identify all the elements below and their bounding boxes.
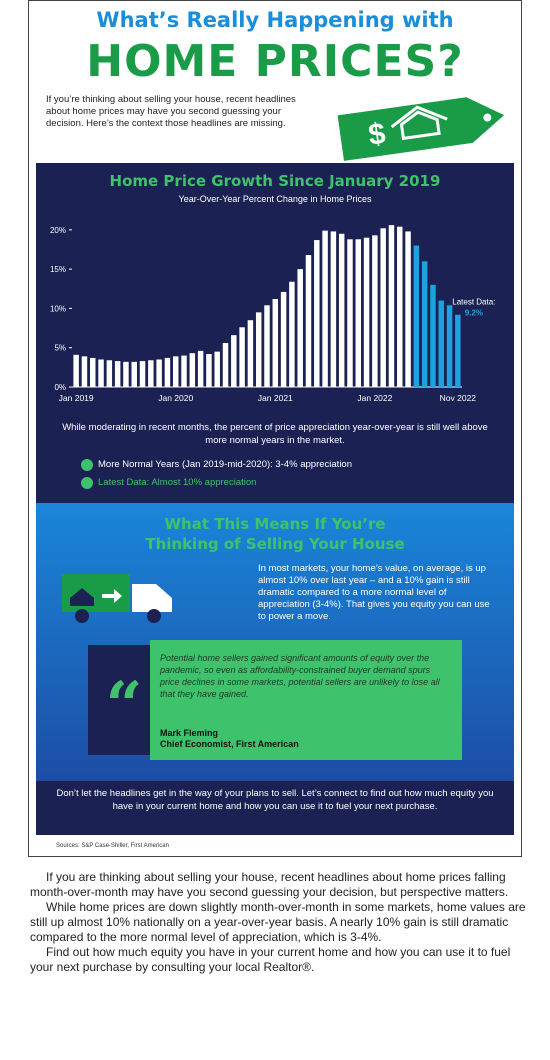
footer-panel [36,781,514,835]
bar [231,335,237,387]
y-tick-label: 20% [50,226,66,235]
bar [139,361,146,387]
sources: Sources: S&P Case-Shiller, First America… [56,843,169,849]
body-paragraph: While home prices are down slightly mont… [30,900,526,944]
bar [455,314,461,387]
section-heading: What This Means If You’re Thinking of Se… [145,515,405,553]
title-line1: What’s Really Happening with [96,8,454,32]
section-paragraph: In most markets, your home’s value, on a… [258,563,490,622]
annotation-value: 9.2% [465,309,483,318]
quote-role: Chief Economist, First American [160,739,299,749]
bar [206,354,212,387]
y-tick-label: 15% [50,265,66,274]
quote-author: Mark Fleming Chief Economist, First Ameri… [160,728,450,750]
bar [438,300,444,387]
bar [297,269,303,387]
bullet: More Normal Years (Jan 2019-mid-2020): 3… [98,459,352,470]
body-text: If you are thinking about selling your h… [30,870,530,975]
bar [397,226,403,387]
bar [413,245,420,387]
bar [355,239,362,387]
bar [239,327,245,387]
bar [81,356,88,387]
y-tick-label: 10% [50,304,66,313]
bar [430,284,436,387]
bar [405,231,411,387]
bar [98,359,104,387]
bar [131,361,137,387]
bar [322,230,328,387]
bar [164,357,171,387]
x-tick-label: Jan 2021 [258,393,293,403]
intro: If you’re thinking about selling your ho… [46,94,296,129]
bar [222,343,229,387]
chart: 0% 5% 10% 15% 20% Jan 2019 Jan 2020 Jan 2021 Jan… [50,225,495,403]
x-tick-label: Jan 2019 [59,393,94,403]
bar [106,360,113,387]
bar [255,312,262,387]
x-tick-label: Jan 2022 [357,393,392,403]
bar [214,351,220,387]
footer-text: Don’t let the headlines get in the way o… [56,788,494,812]
bar [372,235,378,387]
bar [156,359,162,387]
tag-symbol: $ [366,117,387,152]
y-tick-label: 5% [54,344,66,353]
bar [123,361,129,387]
bullet-icons [81,459,93,489]
annotation: Latest Data: [452,298,495,307]
infographic-frame [28,0,522,857]
bar [314,240,320,387]
x-tick-label: Nov 2022 [440,393,477,403]
bar [114,361,121,387]
chart-title: Home Price Growth Since January 2019 [109,172,441,190]
bar [289,281,295,387]
bar [446,305,453,387]
bar [148,360,154,387]
bullet: Latest Data: Almost 10% appreciation [98,477,257,488]
bar [90,357,96,387]
quote-dark-box [88,645,160,755]
bar [363,237,370,387]
bar [388,225,395,387]
bar [280,291,287,387]
bar [197,350,204,387]
title-line2: HOME PRICES? [86,36,464,87]
bar [421,261,428,387]
quote-mark: “ [105,668,143,743]
quote-box [150,640,462,760]
bar [172,356,179,387]
bar [305,255,312,387]
truck-icon [62,574,172,623]
bar [264,305,270,387]
bar [73,354,79,387]
bar [338,233,345,387]
chart-subtitle: Year-Over-Year Percent Change in Home Pr… [178,194,372,204]
bar [380,228,386,387]
x-tick-label: Jan 2020 [158,393,193,403]
price-tag: $ [337,97,505,161]
body-paragraph: Find out how much equity you have in you… [30,945,511,974]
bar [181,355,187,387]
quote-name: Mark Fleming [160,728,219,738]
bar [247,320,254,387]
y-tick-label: 0% [54,383,66,392]
quote-text: Potential home sellers gained significan… [160,653,440,699]
bar [330,231,337,387]
bar [189,353,196,387]
chart-note: While moderating in recent months, the p… [62,422,488,446]
body-paragraph: If you are thinking about selling your h… [30,870,509,899]
bar [272,299,279,387]
bar [347,239,353,387]
